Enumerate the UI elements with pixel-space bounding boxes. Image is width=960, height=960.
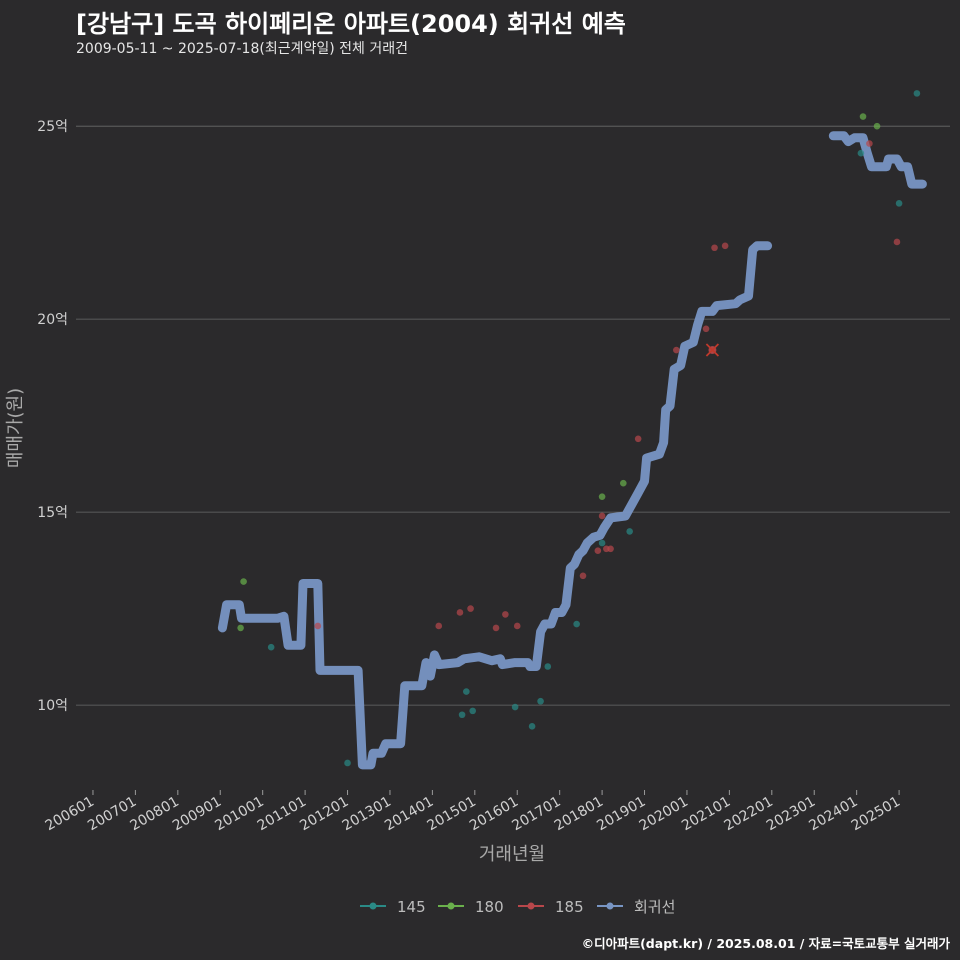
chart-subtitle: 2009-05-11 ~ 2025-07-18(최근계약일) 전체 거래건	[76, 41, 408, 57]
data-point-145	[469, 707, 476, 715]
annotations	[705, 343, 720, 357]
x-axis-title: 거래년월	[479, 844, 545, 865]
data-point-145	[344, 759, 351, 767]
legend-label: 145	[397, 898, 426, 916]
data-point-145	[857, 149, 865, 157]
regression-series	[217, 241, 773, 770]
grid-lines	[76, 125, 950, 706]
data-point-185	[673, 346, 680, 354]
data-point-145	[267, 643, 275, 651]
data-point-185	[467, 605, 474, 612]
legend-swatch-dot	[447, 902, 455, 910]
data-point-145	[511, 703, 519, 711]
data-point-185	[502, 611, 509, 618]
data-point-185	[711, 244, 718, 252]
data-point-185	[456, 609, 464, 616]
data-point-185	[579, 572, 587, 580]
scatter-points	[237, 90, 921, 767]
legend-label: 180	[475, 898, 504, 916]
data-point-145	[463, 688, 470, 695]
data-point-145	[573, 620, 580, 628]
data-point-180	[240, 578, 247, 585]
source-caption: ©디아파트(dapt.kr) / 2025.08.01 / 자료=국토교통부 실…	[581, 936, 950, 951]
data-point-185	[314, 622, 322, 630]
legend-swatch-dot	[369, 902, 377, 910]
data-point-180	[598, 493, 606, 500]
data-point-145	[895, 200, 903, 207]
data-point-180	[873, 122, 881, 130]
legend: 145 180 185 회귀선	[360, 898, 675, 916]
data-point-185	[598, 512, 606, 520]
y-tick-label: 25억	[37, 119, 68, 135]
data-point-145	[598, 539, 606, 547]
x-marker	[705, 343, 720, 357]
data-point-185	[513, 622, 521, 630]
data-point-145	[626, 528, 633, 535]
data-point-180	[859, 113, 867, 120]
data-point-145	[537, 697, 544, 705]
y-axis: 10억 15억 20억 25억	[37, 119, 68, 714]
regression-series	[828, 131, 927, 189]
data-point-145	[913, 90, 921, 97]
data-point-145	[528, 723, 536, 730]
data-point-185	[634, 435, 642, 443]
data-point-180	[620, 479, 627, 487]
x-tick-label: 202501	[849, 794, 903, 835]
y-axis-title: 매매가(원)	[5, 388, 26, 468]
data-point-145	[458, 711, 466, 719]
data-point-185	[893, 238, 901, 246]
data-point-185	[492, 624, 500, 632]
data-point-185	[702, 325, 710, 333]
data-point-185	[607, 545, 614, 553]
legend-label: 185	[555, 898, 584, 916]
data-point-145	[544, 663, 552, 670]
legend-swatch-dot	[606, 902, 614, 910]
legend-swatch-dot	[527, 902, 535, 910]
data-point-185	[866, 140, 873, 147]
legend-label: 회귀선	[634, 898, 675, 916]
data-point-185	[594, 547, 602, 555]
data-point-185	[435, 622, 443, 630]
y-tick-label: 10억	[37, 698, 68, 714]
regression-line	[217, 131, 927, 770]
data-point-180	[237, 624, 244, 632]
data-point-185	[721, 242, 729, 250]
y-tick-label: 15억	[37, 505, 68, 521]
y-tick-label: 20억	[37, 312, 68, 328]
x-axis: 2006012007012008012009012010012011012012…	[43, 790, 903, 834]
chart-title: [강남구] 도곡 하이페리온 아파트(2004) 회귀선 예측	[76, 10, 626, 38]
